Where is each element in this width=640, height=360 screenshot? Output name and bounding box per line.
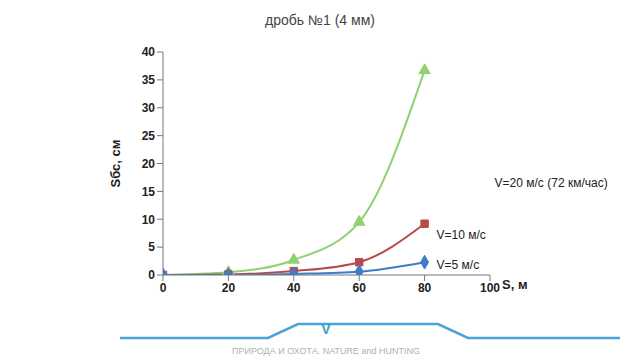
svg-text:100: 100 (480, 281, 500, 295)
svg-text:V: V (321, 321, 331, 337)
svg-text:S, м: S, м (502, 277, 528, 292)
svg-text:25: 25 (142, 129, 156, 143)
svg-text:5: 5 (148, 240, 155, 254)
svg-text:10: 10 (142, 213, 156, 227)
svg-text:20: 20 (222, 281, 236, 295)
html-text:дробь №1 (4 мм): дробь №1 (4 мм) (265, 12, 375, 28)
svg-text:40: 40 (142, 45, 156, 59)
svg-text:V=10 м/с: V=10 м/с (437, 228, 486, 242)
svg-text:V=20 м/с (72 км/час): V=20 м/с (72 км/час) (495, 176, 608, 190)
svg-text:30: 30 (142, 101, 156, 115)
svg-text:15: 15 (142, 185, 156, 199)
svg-text:80: 80 (418, 281, 432, 295)
svg-text:Sбс, см: Sбс, см (108, 140, 123, 188)
svg-text:0: 0 (160, 281, 167, 295)
svg-text:40: 40 (287, 281, 301, 295)
svg-text:60: 60 (353, 281, 367, 295)
svg-text:35: 35 (142, 73, 156, 87)
svg-text:ПРИРОДА И ОХОТА. NATURE and HU: ПРИРОДА И ОХОТА. NATURE and HUNTING (232, 346, 420, 356)
svg-text:0: 0 (148, 268, 155, 282)
svg-text:20: 20 (142, 157, 156, 171)
svg-text:V=5 м/с: V=5 м/с (437, 258, 480, 272)
